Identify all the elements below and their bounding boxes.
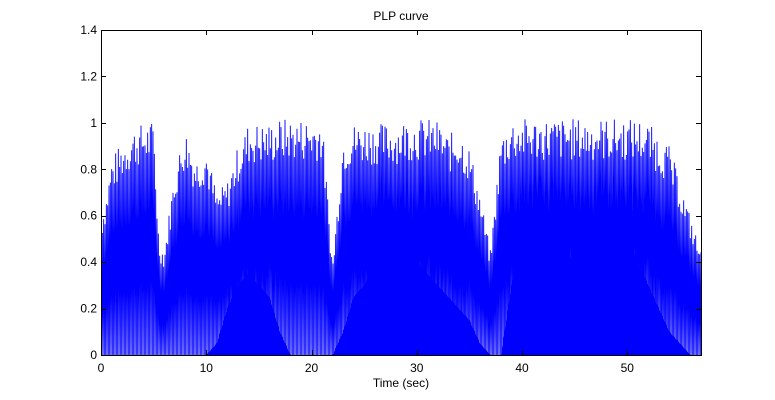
- x-axis-label: Time (sec): [373, 376, 429, 390]
- x-axis-ticks: 0 10 20 30 40 50: [98, 30, 635, 375]
- y-tick-label: 0.4: [80, 255, 97, 269]
- series-layer: [101, 119, 702, 356]
- y-tick-label: 0.6: [80, 209, 97, 223]
- y-tick-label: 1.2: [80, 69, 97, 83]
- y-tick-label: 0: [90, 348, 97, 362]
- plp-series-line: [101, 119, 702, 356]
- x-tick-label: 0: [98, 361, 105, 375]
- x-tick-label: 10: [200, 361, 214, 375]
- x-tick-label: 50: [621, 361, 635, 375]
- y-tick-label: 0.8: [80, 162, 97, 176]
- y-tick-label: 1.4: [80, 23, 97, 37]
- x-tick-label: 30: [410, 361, 424, 375]
- x-tick-label: 40: [515, 361, 529, 375]
- y-tick-label: 0.2: [80, 302, 97, 316]
- y-tick-label: 1: [90, 116, 97, 130]
- y-axis-ticks: 0 0.2 0.4 0.6 0.8 1 1.2 1.4: [80, 23, 701, 362]
- plot-frame: [101, 30, 702, 356]
- chart-title: PLP curve: [373, 9, 428, 23]
- x-tick-label: 20: [305, 361, 319, 375]
